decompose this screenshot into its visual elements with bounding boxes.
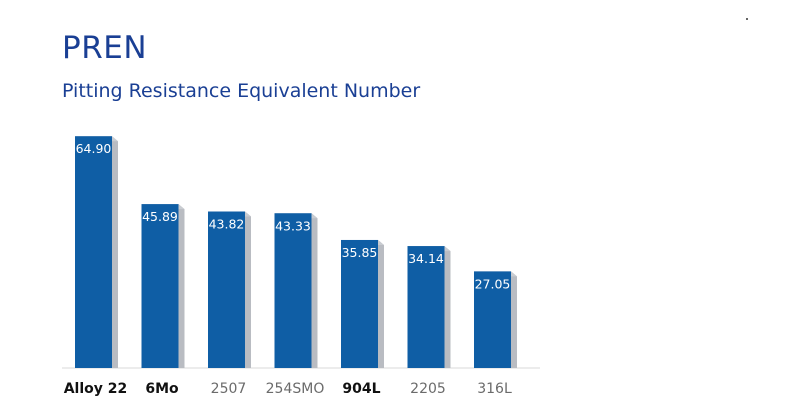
category-label: 6Mo	[145, 381, 179, 397]
value-label: 34.14	[408, 251, 444, 266]
category-label: 316L	[477, 381, 512, 397]
corner-dot	[746, 18, 748, 20]
bar-side-4	[378, 239, 384, 368]
bar-2205	[407, 246, 445, 368]
bar-side-6	[511, 271, 517, 368]
bar-side-5	[444, 246, 451, 368]
bar-side-3	[311, 213, 318, 368]
value-label: 27.05	[475, 276, 511, 291]
chart-title: PREN	[62, 30, 148, 66]
bar-side-0	[112, 136, 118, 368]
category-label: 904L	[342, 381, 380, 397]
bar-side-2	[245, 211, 251, 368]
category-label: 2205	[410, 381, 446, 397]
bars-group: 64.90 Alloy 22 45.89 6Mo 43.82 2507 43.33 254SM…	[64, 136, 517, 397]
category-label: 2507	[211, 381, 247, 397]
category-label: 254SMO	[266, 381, 325, 397]
value-label: 45.89	[142, 209, 178, 224]
value-label: 35.85	[342, 245, 378, 260]
value-label: 64.90	[76, 141, 112, 156]
bar-254smo	[274, 213, 312, 368]
bar-alloy-22	[75, 136, 112, 368]
bar-316l	[474, 271, 511, 368]
chart-subtitle: Pitting Resistance Equivalent Number	[62, 80, 421, 102]
bar-2507	[208, 211, 245, 368]
value-label: 43.82	[209, 217, 245, 232]
bar-904l	[341, 239, 378, 368]
value-label: 43.33	[275, 218, 311, 233]
category-label: Alloy 22	[64, 381, 128, 397]
bar-6mo	[141, 204, 179, 368]
bar-side-1	[178, 204, 185, 368]
